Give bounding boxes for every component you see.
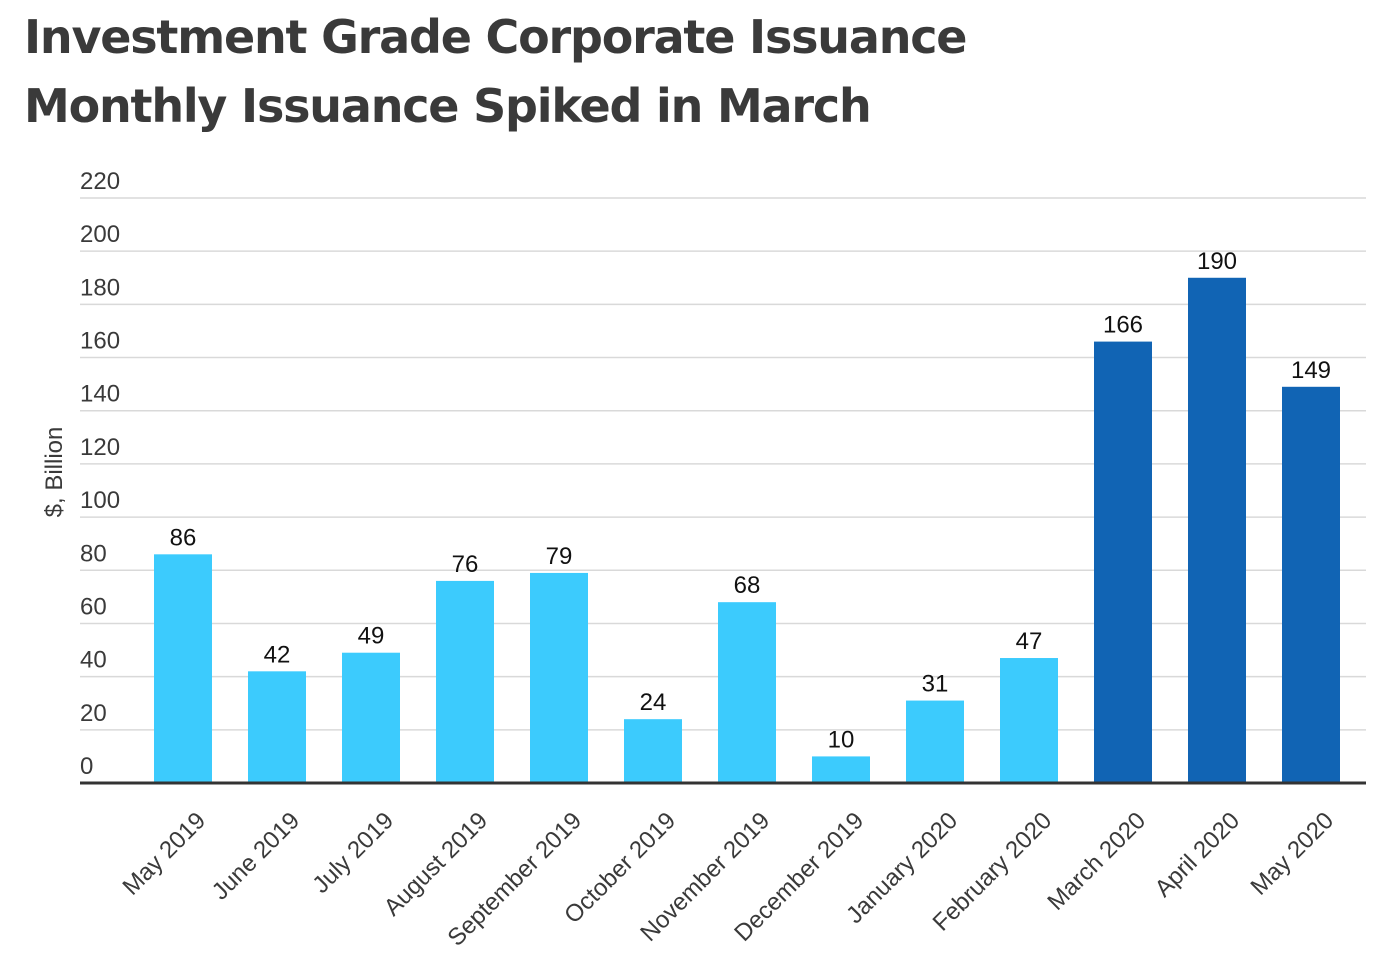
y-tick-label: 180 (80, 274, 120, 301)
bar-july-2019 (342, 652, 400, 783)
y-tick-label: 160 (80, 328, 120, 355)
data-label: 149 (1291, 357, 1331, 384)
data-label: 42 (264, 641, 291, 668)
bar-may-2020 (1282, 386, 1340, 783)
y-tick-label: 200 (80, 221, 120, 248)
data-label: 68 (734, 572, 761, 599)
bar-november-2019 (718, 602, 776, 783)
x-tick-label: May 2020 (1245, 807, 1339, 901)
bar-april-2020 (1188, 277, 1246, 783)
data-label: 49 (358, 623, 385, 650)
y-tick-label: 20 (80, 700, 107, 727)
bar-may-2019 (154, 554, 212, 783)
y-tick-label: 100 (80, 487, 120, 514)
data-labels: 86 42 49 76 79 24 68 10 31 47 166 190 149 (170, 248, 1331, 754)
chart-title-block: Investment Grade Corporate Issuance Mont… (24, 14, 1364, 129)
x-tick-label: March 2020 (1042, 807, 1151, 916)
y-tick-label: 0 (80, 753, 93, 780)
data-label: 79 (546, 543, 573, 570)
bar-june-2019 (248, 671, 306, 783)
data-label: 166 (1103, 312, 1143, 339)
y-tick-label: 120 (80, 434, 120, 461)
bar-october-2019 (624, 719, 682, 783)
y-axis-ticks: 0 20 40 60 80 100 120 140 160 180 200 220 (80, 168, 120, 780)
y-tick-label: 40 (80, 647, 107, 674)
bar-february-2020 (1000, 658, 1058, 783)
bar-august-2019 (436, 580, 494, 783)
x-tick-label: June 2019 (207, 807, 305, 905)
bar-december-2019 (812, 756, 870, 783)
data-label: 86 (170, 524, 197, 551)
y-tick-label: 220 (80, 168, 120, 195)
y-axis-title: $, Billion (41, 427, 68, 518)
data-label: 24 (640, 689, 667, 716)
x-tick-label: July 2019 (307, 807, 399, 899)
chart-title: Investment Grade Corporate Issuance (24, 10, 968, 64)
bars (154, 277, 1340, 783)
data-label: 76 (452, 551, 479, 578)
data-label: 31 (922, 671, 949, 698)
chart-subtitle: Monthly Issuance Spiked in March (24, 79, 872, 133)
data-label: 47 (1016, 628, 1043, 655)
data-label: 190 (1197, 248, 1237, 275)
bar-march-2020 (1094, 341, 1152, 783)
x-tick-label: April 2020 (1150, 807, 1246, 903)
y-tick-label: 80 (80, 540, 107, 567)
y-tick-label: 140 (80, 381, 120, 408)
y-tick-label: 60 (80, 593, 107, 620)
x-tick-label: May 2019 (117, 807, 211, 901)
bar-january-2020 (906, 700, 964, 783)
data-label: 10 (828, 726, 855, 753)
bar-september-2019 (530, 572, 588, 783)
